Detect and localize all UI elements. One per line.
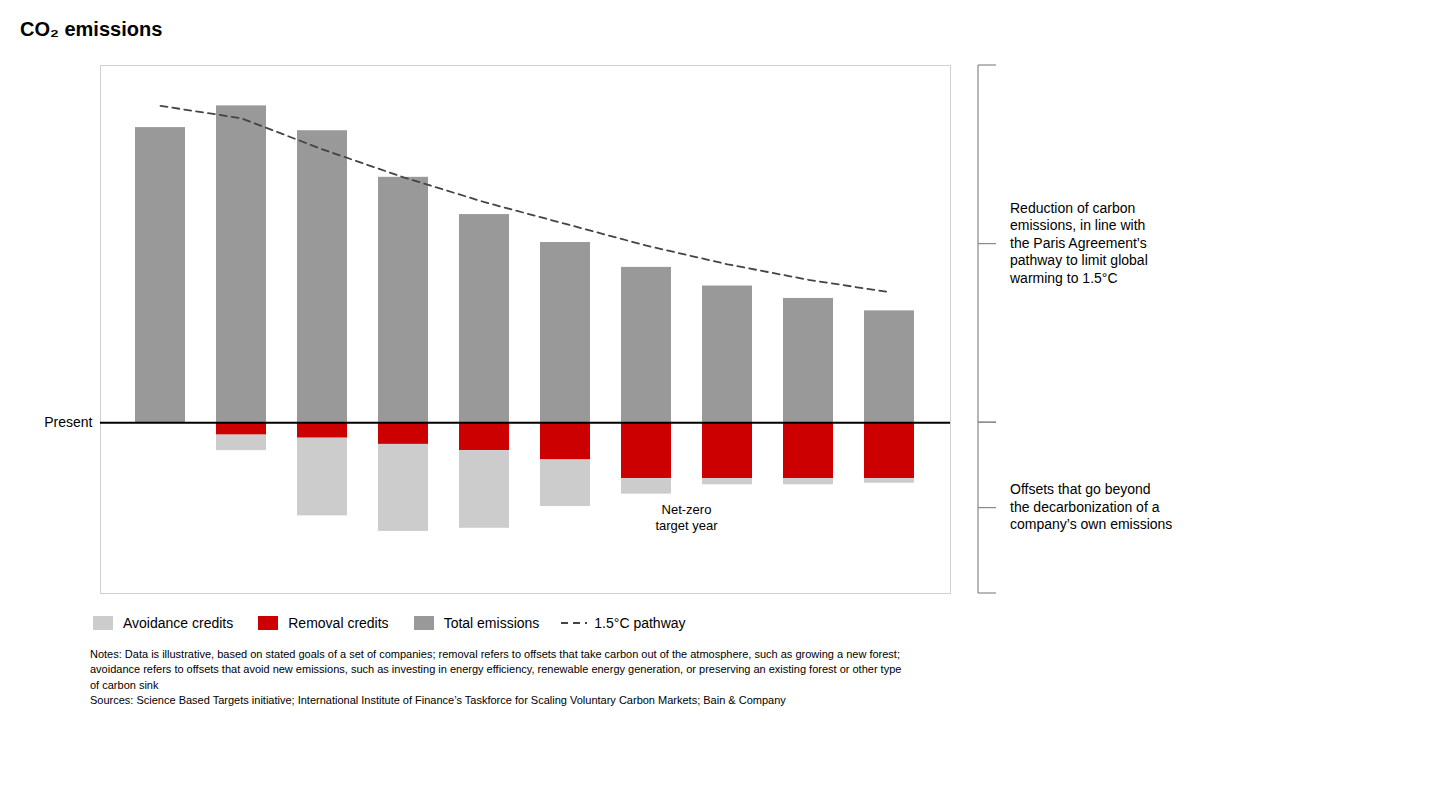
html-text:CO₂ emissions: CO₂ emissions (20, 18, 163, 40)
svg-text:Reduction of carbonemissions,: Reduction of carbonemissions, in line wi… (1009, 199, 1148, 285)
html-text:Total emissions: Total emissions (443, 615, 540, 631)
svg-text:Net-zerotarget year: Net-zerotarget year (655, 501, 718, 532)
svg-text:Present: Present (44, 414, 92, 430)
html-text:Sources: Science Based Targets: Sources: Science Based Targets initiativ… (90, 694, 786, 707)
html-text:1.5°C pathway: 1.5°C pathway (594, 615, 686, 631)
html-text:of carbon sink: of carbon sink (90, 678, 159, 691)
svg-text:Offsets that go beyondthe deca: Offsets that go beyondthe decarbonizatio… (1010, 481, 1172, 532)
html-text:avoidance refers to offsets th: avoidance refers to offsets that avoid n… (90, 663, 902, 676)
html-text:Avoidance credits: Avoidance credits (123, 615, 234, 631)
html-text:Removal credits: Removal credits (288, 615, 389, 631)
html-text:Notes: Data is illustrative, b: Notes: Data is illustrative, based on st… (90, 648, 900, 660)
